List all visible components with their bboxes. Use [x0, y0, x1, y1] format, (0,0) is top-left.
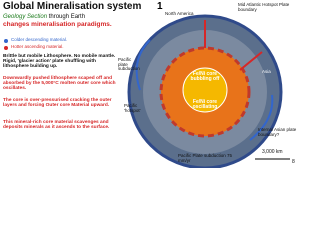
scale-label: 3,000 km: [262, 149, 283, 155]
legend-label: Hotter ascending material.: [11, 44, 64, 49]
arrow-hot: [239, 51, 263, 71]
note: The core is over-pressurised cracking th…: [3, 98, 112, 109]
map-label: Mid Atlantic Hotspot Plate boundary: [238, 2, 290, 12]
map-label: Pacific 'hotspot': [124, 103, 141, 113]
legend-hot: [4, 46, 8, 50]
subtitle-line2: changes mineralisation paradigms.: [3, 21, 112, 28]
globe-art: [4, 14, 290, 168]
crust: [127, 14, 283, 168]
map-label: Internal Asian plate boundary?: [258, 127, 297, 137]
slide-number: 1: [157, 1, 163, 12]
map-label: Pacific Plate subduction 75 mm/yr: [178, 153, 233, 163]
note: This mineral-rich core material scavenge…: [3, 120, 110, 131]
legend-cold: [4, 39, 8, 43]
slide: Global Mineralisation system Geology Sec…: [3, 1, 297, 168]
map-label: Asia: [262, 69, 271, 74]
map-label: North America: [165, 11, 194, 16]
core-label: Fe/Ni core oscillating: [192, 99, 218, 111]
arrow-cold: [135, 39, 151, 91]
arrow-cold: [249, 94, 274, 141]
legend-label: Colder descending material.: [11, 37, 68, 42]
title: Global Mineralisation system: [3, 1, 142, 12]
core-label: Fe/Ni core bubbling off: [190, 71, 220, 83]
map-label: Europe: [255, 29, 270, 34]
inner-core: [182, 67, 228, 113]
note: Brittle but mobile Lithosphere. No mobil…: [3, 54, 116, 70]
subtitle-italic: Geology Section: [3, 14, 48, 20]
subtitle-rest: through Earth: [48, 14, 86, 20]
note: Downwardly pushed lithosphere scaped off…: [3, 76, 116, 92]
page-number: 8: [292, 159, 295, 165]
subtitle: Geology Section through Earth: [3, 14, 85, 20]
core-boundary: [159, 46, 251, 138]
map-label: Pacific plate subduction: [118, 57, 140, 72]
